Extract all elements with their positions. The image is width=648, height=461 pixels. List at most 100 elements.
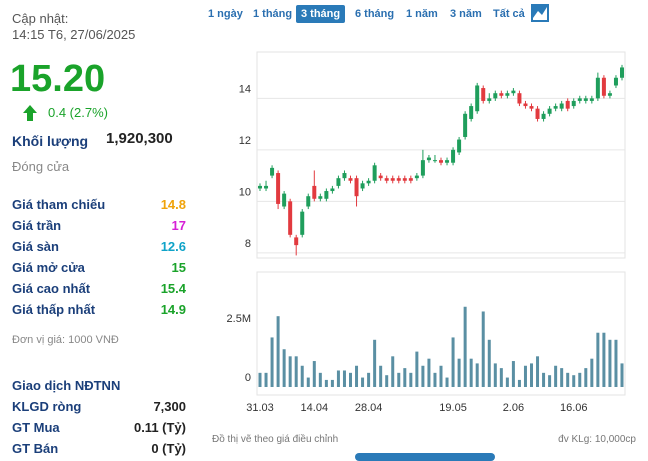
candle-body	[432, 160, 437, 162]
volume: 1,920,300	[106, 130, 173, 147]
y-tick-label: 2.5M	[227, 313, 251, 325]
candle-body	[372, 165, 377, 181]
candle-body	[342, 173, 347, 179]
volume-bar	[578, 372, 582, 387]
volume-bar	[312, 361, 316, 387]
x-tick-label: 14.04	[301, 402, 329, 414]
candle-body	[475, 85, 480, 112]
candle-body	[378, 175, 383, 179]
candle-body	[571, 100, 576, 107]
candle-body	[553, 106, 558, 109]
volume-bar	[602, 332, 606, 387]
volume-bar	[433, 372, 437, 387]
volume-pane	[256, 271, 626, 396]
candle-body	[384, 178, 389, 181]
footer-right: đv KLg: 10,000cp	[558, 434, 636, 445]
candle-body	[511, 90, 516, 94]
up-arrow	[23, 105, 37, 121]
candle-body	[402, 178, 407, 181]
volume-bar	[379, 365, 383, 387]
tab[interactable]: 3 năm	[450, 8, 482, 20]
foreign-value: 0 (Tỷ)	[151, 441, 186, 456]
volume-bar	[367, 372, 371, 387]
volume-bar	[530, 363, 533, 387]
volume-bar	[554, 365, 558, 387]
candle-body	[390, 178, 395, 181]
volume-bar	[330, 379, 334, 387]
volume-bar	[318, 372, 322, 387]
candle-body	[306, 196, 311, 207]
volume-bar	[620, 363, 624, 387]
volume-bar	[409, 372, 413, 387]
candle-body	[583, 98, 588, 101]
candle-body	[312, 185, 317, 199]
volume-bar	[572, 375, 576, 387]
candle-body	[601, 77, 606, 96]
candle-body	[348, 178, 353, 181]
volume-bar	[336, 370, 340, 387]
row-value: 14.9	[160, 302, 186, 317]
volume-bar	[451, 337, 455, 387]
volume-bar	[463, 306, 467, 387]
y-tick-label: 8	[245, 238, 251, 250]
tab[interactable]: 1 năm	[406, 8, 438, 20]
volume-bar	[457, 358, 461, 387]
candle-body	[493, 93, 498, 99]
price: 15.20	[10, 58, 106, 100]
volume-bar	[523, 365, 527, 387]
button[interactable]	[355, 453, 495, 461]
row-label: Giá trần	[12, 218, 62, 233]
volume-bar	[300, 365, 304, 387]
volume-bar	[596, 332, 600, 387]
status: Đóng cửa	[12, 159, 70, 174]
y-tick-label: 0	[245, 372, 251, 384]
foreign-value: 7,300	[153, 399, 186, 414]
tab[interactable]: 6 tháng	[355, 8, 395, 20]
candle-body	[481, 88, 486, 101]
row-label: Giá sàn	[12, 239, 59, 254]
x-tick-label: 19.05	[439, 402, 467, 414]
candle-body	[420, 160, 425, 176]
tab[interactable]: 3 tháng	[296, 5, 346, 23]
x-tick-label: 31.03	[246, 402, 274, 414]
volume-bar	[517, 379, 521, 387]
tab[interactable]: 1 ngày	[208, 8, 243, 20]
candle-body	[613, 77, 618, 86]
x-tick-label: 28.04	[355, 402, 383, 414]
volume-label: Khối lượng	[12, 133, 89, 149]
volume-bar	[499, 368, 503, 387]
volume-bar	[282, 349, 286, 387]
tab[interactable]: 1 tháng	[253, 8, 293, 20]
unit-note: Đơn vị giá: 1000 VNĐ	[12, 334, 119, 346]
candle-body	[499, 93, 504, 96]
foreign-label: KLGD ròng	[12, 399, 82, 414]
volume-bar	[349, 372, 352, 387]
x-tick-label: 2.06	[503, 402, 524, 414]
candle-body	[324, 191, 329, 199]
foreign-value: 0.11 (Tỷ)	[133, 420, 186, 435]
volume-bar	[415, 351, 419, 387]
volume-bar	[270, 337, 274, 387]
row-value: 17	[171, 218, 186, 233]
candle-body	[517, 93, 522, 104]
y-tick-label: 12	[239, 135, 251, 147]
volume-bar	[608, 339, 612, 387]
row-label: Giá tham chiếu	[12, 197, 106, 212]
chart-icon[interactable]	[531, 4, 549, 22]
candle-body	[529, 106, 534, 109]
row-value: 12.6	[160, 239, 186, 254]
candle-body	[620, 67, 624, 78]
candle-body	[577, 98, 582, 101]
candle-body	[318, 196, 323, 199]
candle-body	[366, 180, 371, 184]
candle-body	[360, 183, 365, 189]
footer-left: Đồ thị vẽ theo giá điều chỉnh	[212, 434, 339, 445]
volume-bar	[355, 365, 359, 387]
candle-body	[288, 201, 293, 235]
volume-bar	[548, 375, 552, 387]
volume-bar	[584, 368, 588, 387]
candle-body	[469, 106, 474, 119]
tab[interactable]: Tất cả	[493, 8, 525, 20]
candle-body	[426, 157, 431, 161]
volume-bar	[566, 372, 570, 387]
